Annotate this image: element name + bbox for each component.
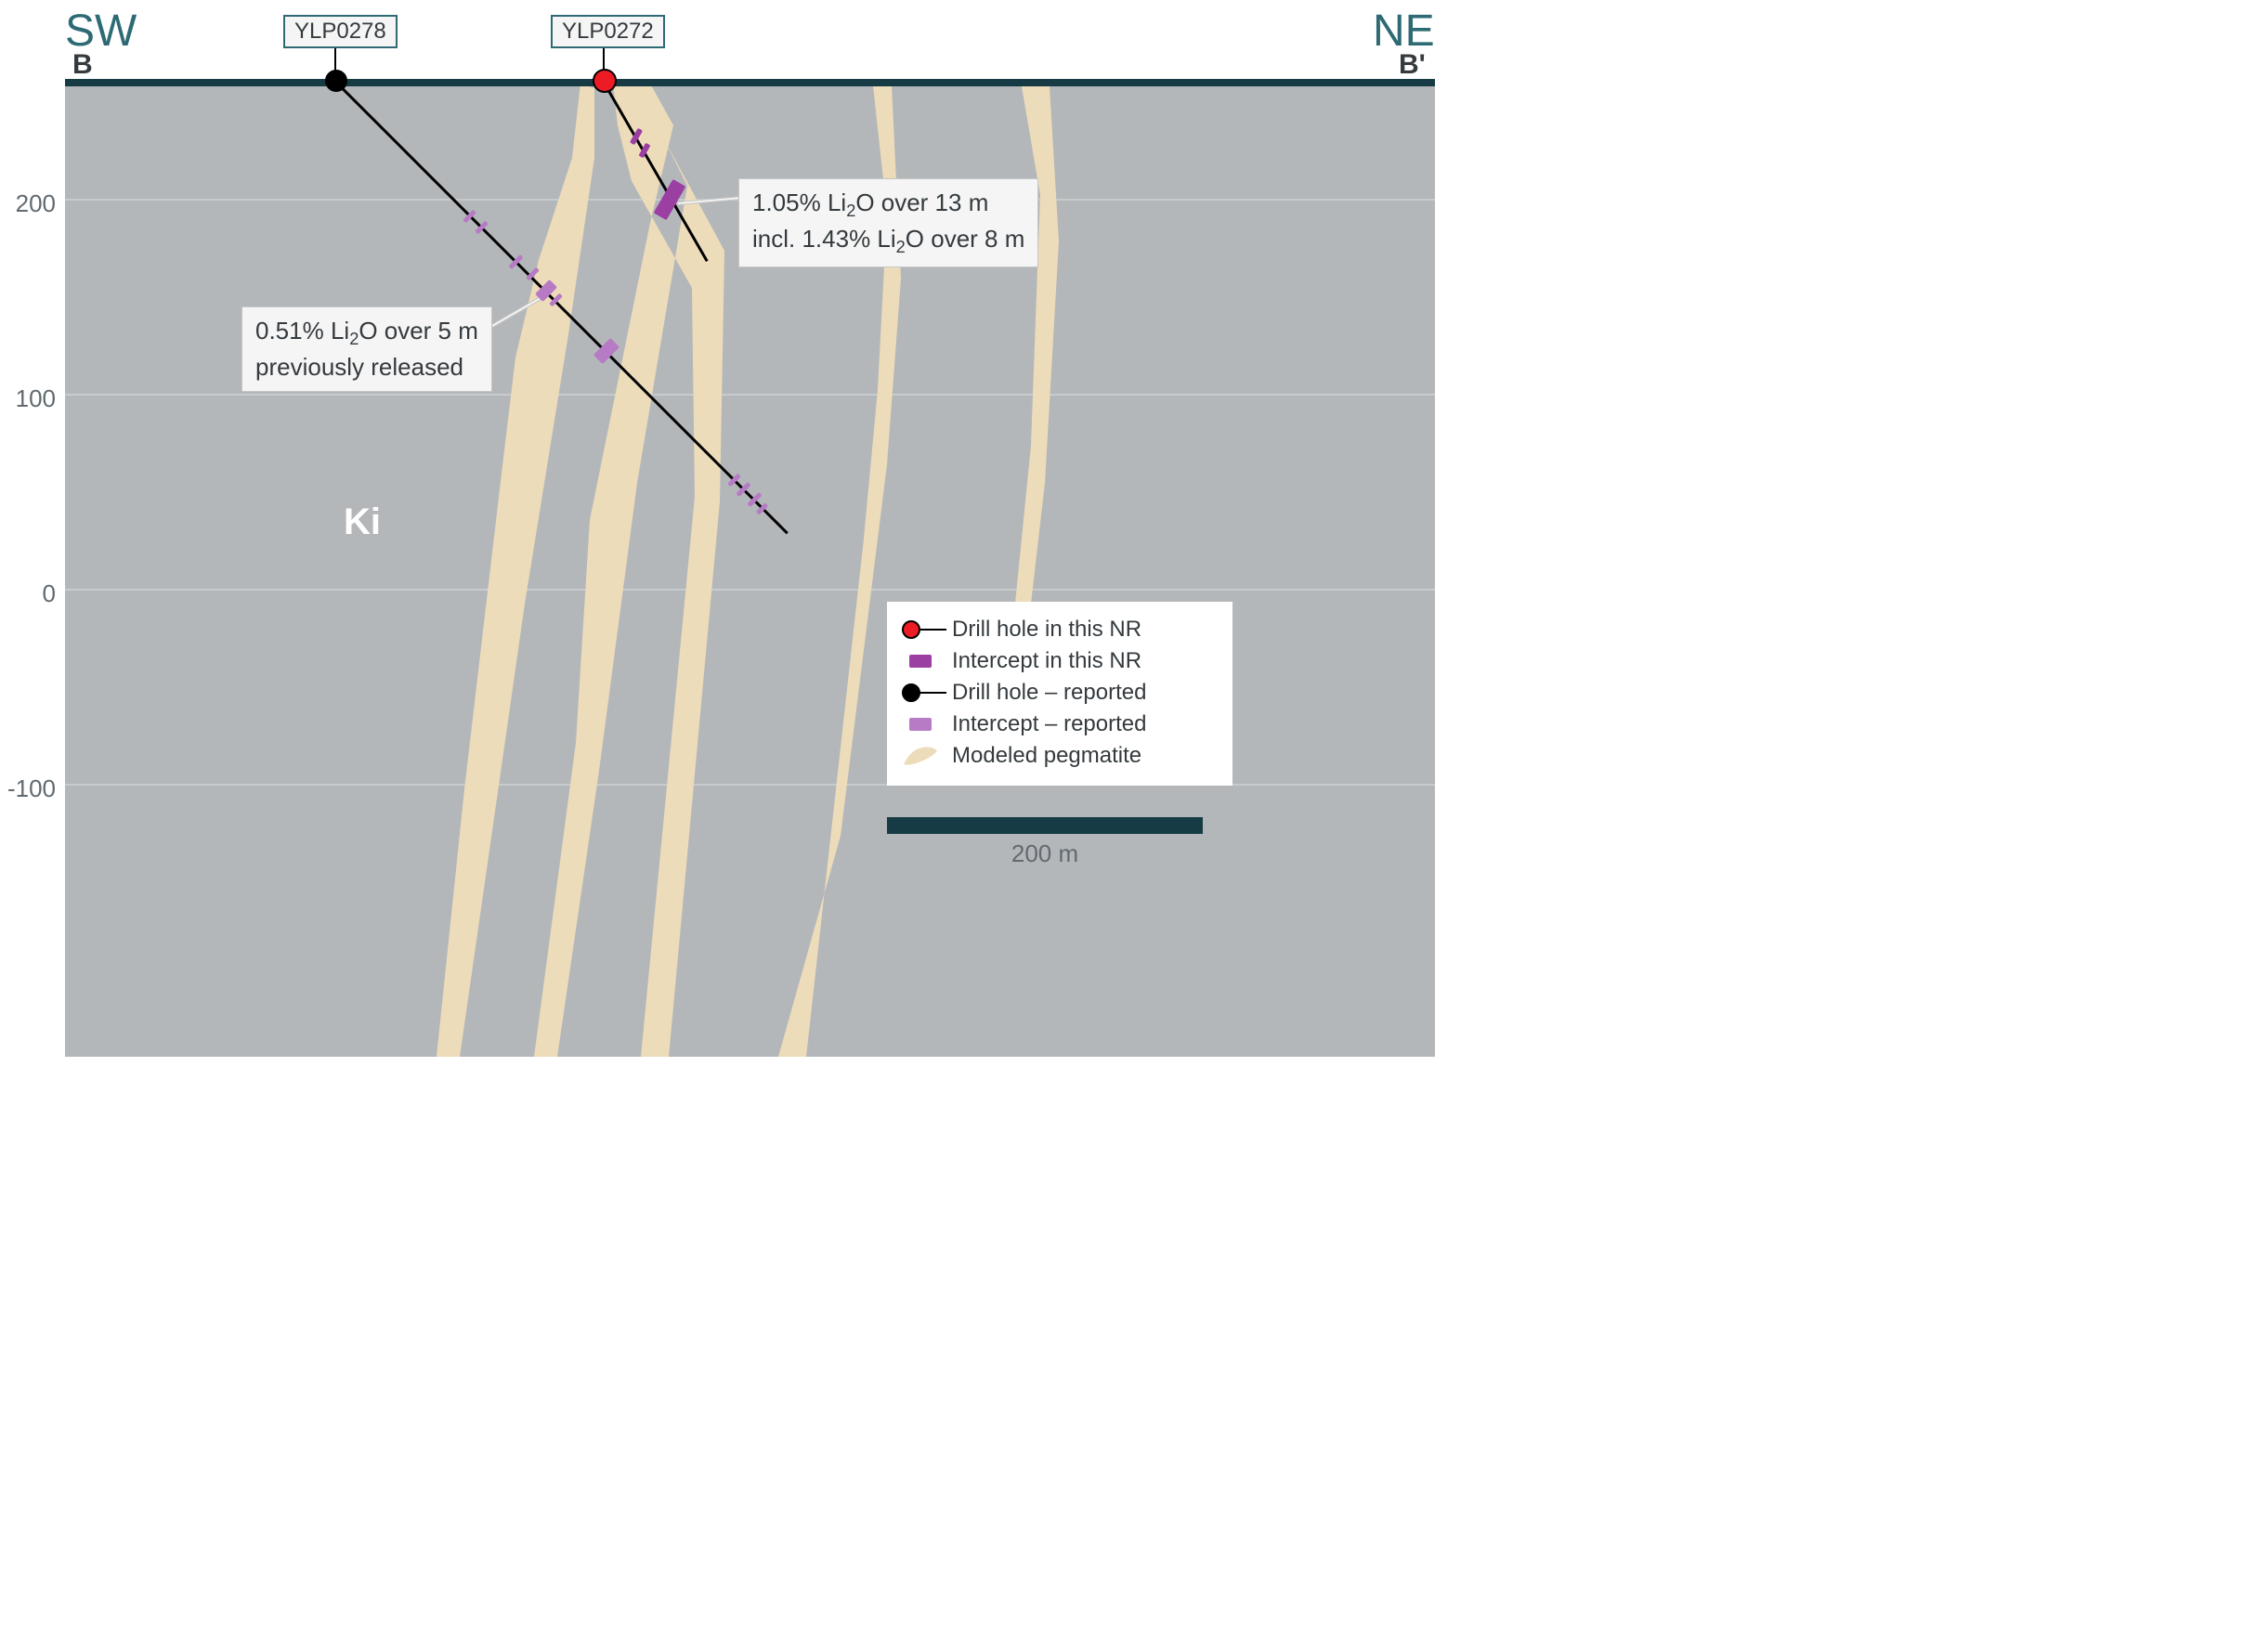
label-sw: SW xyxy=(65,9,137,54)
scalebar-label: 200 m xyxy=(887,839,1203,868)
legend-swatch xyxy=(902,683,939,702)
legend-row: Modeled pegmatite xyxy=(902,743,1218,769)
legend-label: Intercept in this NR xyxy=(952,648,1141,674)
drillhole-label: YLP0278 xyxy=(283,15,398,48)
legend-label: Drill hole – reported xyxy=(952,680,1146,706)
legend-swatch xyxy=(902,620,939,639)
legend-swatch xyxy=(902,747,939,765)
legend-row: Intercept – reported xyxy=(902,711,1218,737)
collar-YLP0278 xyxy=(325,70,347,92)
legend-label: Intercept – reported xyxy=(952,711,1146,737)
legend-label: Drill hole in this NR xyxy=(952,617,1141,643)
y-axis-tick: -100 xyxy=(0,774,56,803)
scalebar-bar xyxy=(887,817,1203,834)
legend-swatch xyxy=(902,715,939,734)
cross-section-figure: YLP0278 YLP0272 1.05% Li2O over 13 mincl. … xyxy=(0,0,1435,1057)
label-ne: NE xyxy=(1373,9,1435,54)
y-axis-tick: 100 xyxy=(0,384,56,413)
assay-callout: 0.51% Li2O over 5 mpreviously released xyxy=(241,306,492,392)
scalebar: 200 m xyxy=(887,817,1203,868)
assay-callout: 1.05% Li2O over 13 mincl. 1.43% Li2O ove… xyxy=(738,178,1038,267)
drillhole-label: YLP0272 xyxy=(551,15,665,48)
legend-row: Intercept in this NR xyxy=(902,648,1218,674)
unit-label-ki: Ki xyxy=(344,501,381,543)
label-b: B xyxy=(72,51,93,79)
y-axis-tick: 200 xyxy=(0,189,56,218)
collar-YLP0272 xyxy=(593,69,617,93)
legend-swatch xyxy=(902,652,939,670)
surface-line xyxy=(65,79,1435,86)
legend-row: Drill hole in this NR xyxy=(902,617,1218,643)
legend: Drill hole in this NR Intercept in this N… xyxy=(887,602,1232,786)
legend-label: Modeled pegmatite xyxy=(952,743,1141,769)
label-b-prime: B' xyxy=(1399,51,1426,79)
legend-row: Drill hole – reported xyxy=(902,680,1218,706)
pegmatite-layer xyxy=(0,0,1435,1057)
y-axis-tick: 0 xyxy=(0,579,56,608)
